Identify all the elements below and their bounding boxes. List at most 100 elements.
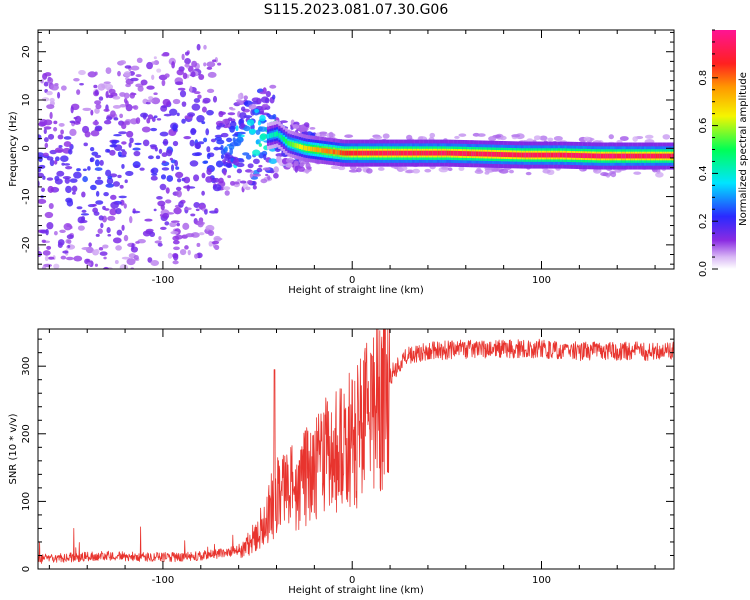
spectrogram-ridge-cell [360,150,363,156]
spectrogram-cell [213,146,220,151]
spectrogram-cell [63,136,72,140]
spectrogram-cell [206,146,211,153]
spectrogram-cell [179,90,187,98]
spectrogram-cell [135,117,141,124]
spectrogram-cell [112,104,122,109]
spectrogram-cell [125,170,134,176]
spectrogram-cell [48,203,54,209]
spectrogram-cell [292,124,300,130]
colorbar-tick-label: 0.4 [698,165,709,181]
spectrogram-cell [406,134,413,141]
spectrogram-ridge-cell [348,150,352,156]
spectrogram-ridge-cell [612,153,615,159]
spectrogram-cell [97,176,102,180]
spectrogram-cell [132,210,141,214]
spectrogram-ridge-cell [346,150,349,156]
spectrogram-cell [80,213,90,216]
spectrogram-cell [60,155,69,163]
spectrogram-cell [150,127,158,132]
spectrogram-cell [172,140,179,147]
spectrogram-ridge-cell [366,150,370,156]
colorbar-label: Normalized spectral amplitude [738,72,749,226]
spectrogram-cell [55,156,60,162]
spectrogram-cell [108,271,111,274]
spectrogram-cell [220,144,224,150]
spectrogram-cell [259,91,267,95]
spectrogram-cell [195,143,201,150]
spectrogram-cell [644,134,654,139]
spectrogram-ridge-cell [369,150,372,156]
spectrogram-cell [133,105,139,110]
spectrogram-cell [105,169,112,177]
spectrogram-ridge-cell [655,153,658,159]
spectrogram-cell [262,103,269,108]
spectrogram-cell [151,167,159,174]
spectrogram-cell [165,199,172,204]
spectrogram-cell [201,106,207,113]
spectrogram-cell [103,108,110,112]
spectrogram-cell [119,60,127,65]
snr-ylabel: SNR (10 * v/v) [8,413,19,484]
spectrogram-cell [153,208,157,212]
spectrogram-cell [110,194,117,200]
spectrogram-cell [68,148,73,155]
spectrogram-ridge-cell [457,150,461,156]
spectrogram-cell [608,134,614,140]
spectrogram-cell [67,244,71,249]
spectrogram-cell [41,265,47,269]
spectrogram-cell [105,116,113,121]
spectrogram-cell [382,133,390,139]
spectrogram-cell [146,99,154,103]
spectrogram-cell [191,60,198,68]
spectrogram-cell [511,134,521,138]
spectrogram-ridge-cell [321,148,324,153]
spectrogram-cell [73,77,80,82]
spectrogram-cell [126,130,134,138]
spectrogram-ridge-cell [591,153,595,159]
spectrogram-ridge-cell [607,153,611,159]
spectrogram-cell [115,245,122,251]
spectrogram-cell [203,160,209,164]
spectrogram-cell [258,164,263,168]
spectrogram-ridge-cell [539,152,542,158]
spectrogram-cell [293,160,299,166]
spectrogram-cell [107,215,116,221]
spectrogram-ridge-cell [464,151,468,156]
spectrogram-cell [525,171,532,176]
spectrogram-cell [62,250,69,254]
spectrogram-cell [355,167,362,173]
spectrogram-cell [65,279,68,282]
spectrogram-ridge-cell [507,152,511,158]
spectrogram-cell [67,239,72,244]
spectrogram-cell [201,172,206,179]
spectrogram-ridge-cell [559,152,563,158]
spectrogram-cell [297,127,307,132]
spectrogram-ridge-cell [582,153,586,159]
spectrogram-cell [187,112,196,117]
spectrogram-cell [105,67,112,74]
spectrogram-cell [175,166,180,170]
spectrogram-cell [89,146,95,152]
spectrogram-cell [157,242,163,247]
spectrogram-cell [226,165,231,168]
spectrogram-ridge-cell [416,150,420,156]
spectrogram-cell [211,240,220,245]
spectrogram-ridge-cell [380,150,383,156]
spectrogram-cell [184,51,190,56]
spectrogram-cell [223,186,231,191]
spectrogram-cell [44,72,52,77]
spectrogram-cell [412,168,421,174]
spectrogram-ridge-cell [357,150,361,156]
spectrogram-cell [121,163,125,169]
spectrogram-cell [172,260,179,265]
spectrogram-cell [53,230,58,236]
spectrogram-cell [151,116,156,122]
spectrogram-cell [499,135,507,141]
spectrogram-ridge-cell [446,150,449,156]
colorbar: 0.0 0.2 0.4 0.6 0.8 Normalized spectral ampl… [698,29,749,277]
spectrogram-cell [243,125,251,132]
spectrogram-cell [194,253,199,259]
spectrogram-ridge-cell [555,152,558,158]
spectrogram-cell [156,68,162,73]
spectrogram-cell [184,63,190,68]
